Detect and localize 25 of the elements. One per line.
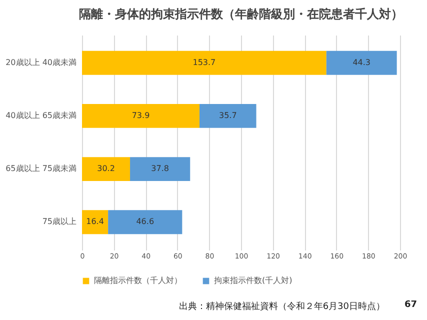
data-label: 46.6 bbox=[136, 217, 154, 226]
legend-label: 隔離指示件数（千人対） bbox=[94, 276, 182, 285]
y-tick-label: 65歳以上 75歳未満 bbox=[6, 164, 76, 174]
text: 67 bbox=[404, 300, 417, 310]
bar bbox=[82, 210, 108, 234]
legend-label: 拘束指示件数(千人対) bbox=[214, 276, 292, 285]
data-label: 153.7 bbox=[192, 58, 216, 67]
data-label: 16.4 bbox=[86, 217, 104, 226]
data-label: 35.7 bbox=[218, 110, 237, 120]
y-tick-label: 40歳以上 65歳未満 bbox=[6, 110, 76, 120]
data-label: 44.3 bbox=[352, 58, 371, 67]
bar bbox=[108, 210, 182, 234]
bar bbox=[130, 157, 190, 181]
y-tick-label: 20歳以上 40歳未満 bbox=[6, 58, 76, 67]
y-tick-label: 75歳以上 bbox=[42, 217, 76, 226]
chart-title: 隔離・身体的拘束指示件数（年齢階級別・在院患者千人対） bbox=[79, 7, 403, 21]
bar bbox=[82, 50, 326, 75]
source-note: 出典：精神保健福祉資料（令和２年6月30日時点） bbox=[178, 300, 385, 313]
data-label: 30.2 bbox=[97, 164, 115, 174]
bar bbox=[82, 104, 200, 128]
bar bbox=[326, 50, 397, 75]
data-label: 37.8 bbox=[151, 164, 169, 174]
bar bbox=[200, 104, 256, 128]
bar bbox=[82, 157, 130, 181]
data-label: 73.9 bbox=[132, 110, 150, 120]
